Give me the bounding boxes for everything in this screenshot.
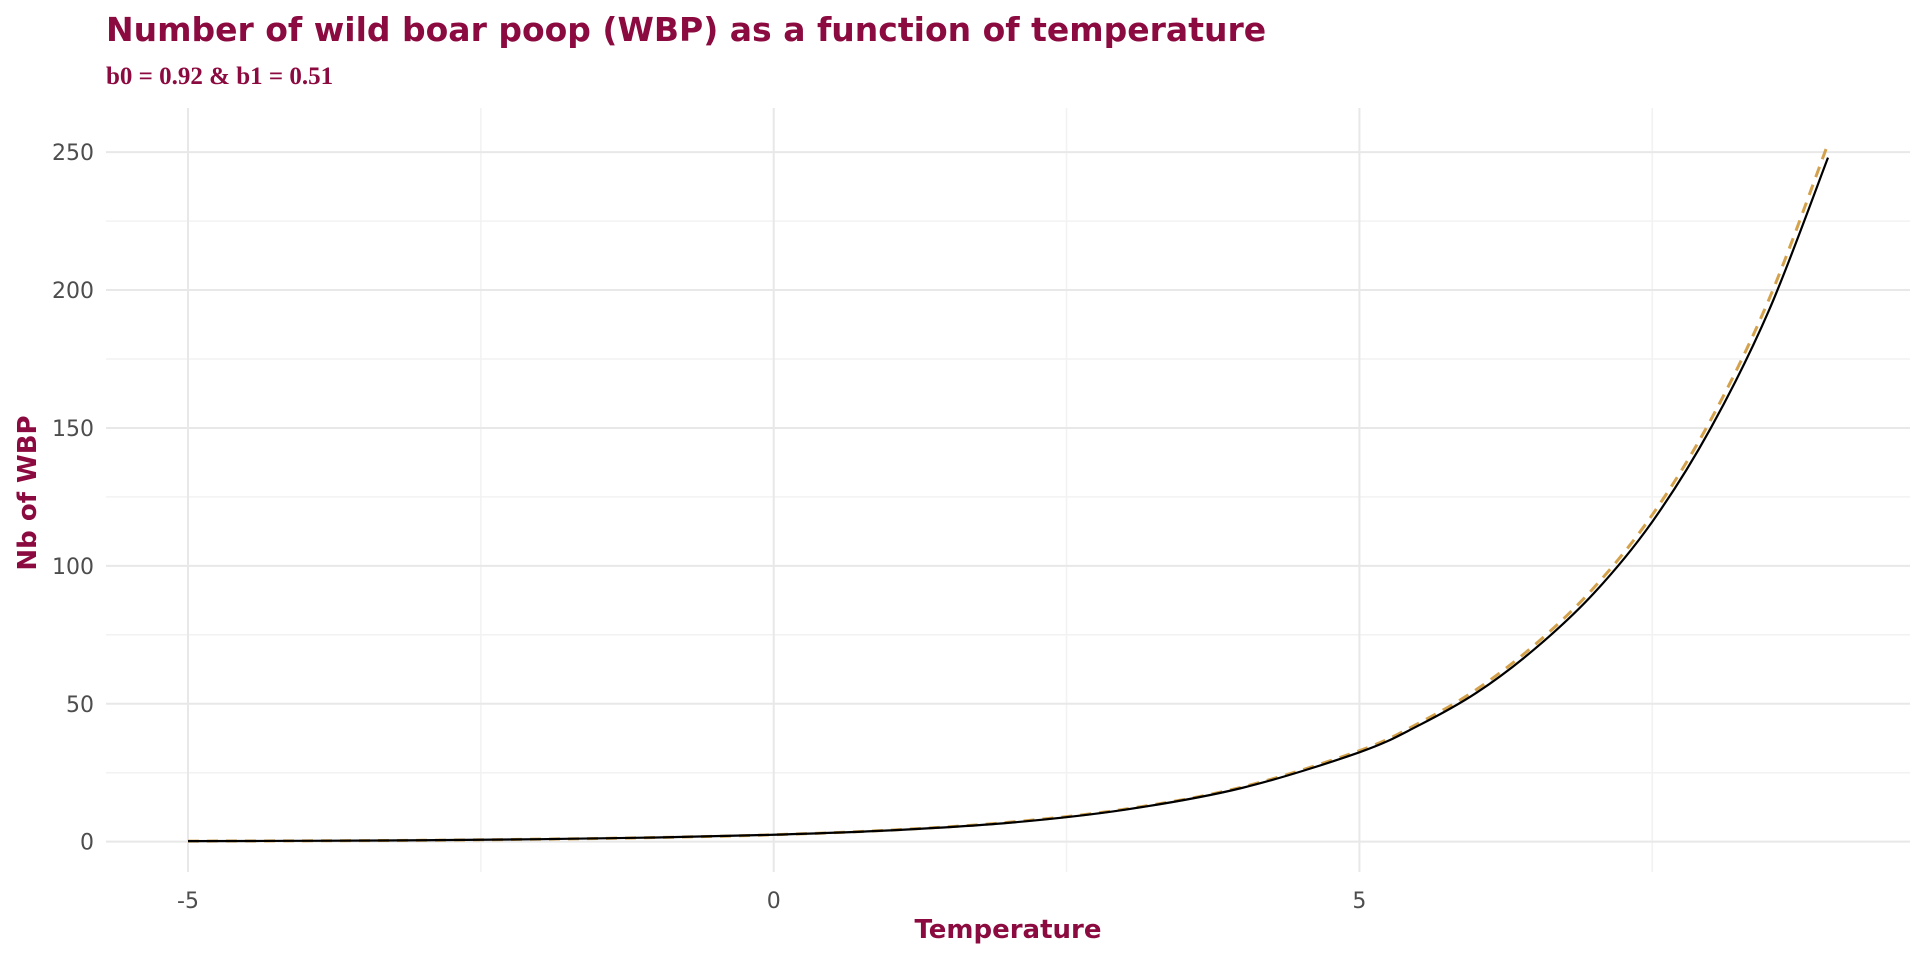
grid (106, 108, 1910, 872)
y-tick-label: 200 (52, 279, 94, 304)
x-tick-label: 0 (767, 889, 781, 914)
chart-subtitle: b0 = 0.92 & b1 = 0.51 (106, 63, 333, 90)
x-axis-label: Temperature (914, 915, 1101, 945)
y-tick-label: 150 (52, 417, 94, 442)
series-line-fitted (187, 157, 1830, 843)
x-tick-label: -5 (177, 889, 199, 914)
chart-title: Number of wild boar poop (WBP) as a func… (106, 10, 1266, 49)
series-group (187, 143, 1830, 843)
y-tick-label: 250 (52, 141, 94, 166)
series-line-reference (187, 143, 1830, 843)
y-tick-label: 0 (80, 831, 94, 856)
y-tick-label: 100 (52, 555, 94, 580)
y-tick-label: 50 (66, 693, 94, 718)
y-axis-label: Nb of WBP (13, 415, 43, 570)
x-tick-label: 5 (1352, 889, 1366, 914)
